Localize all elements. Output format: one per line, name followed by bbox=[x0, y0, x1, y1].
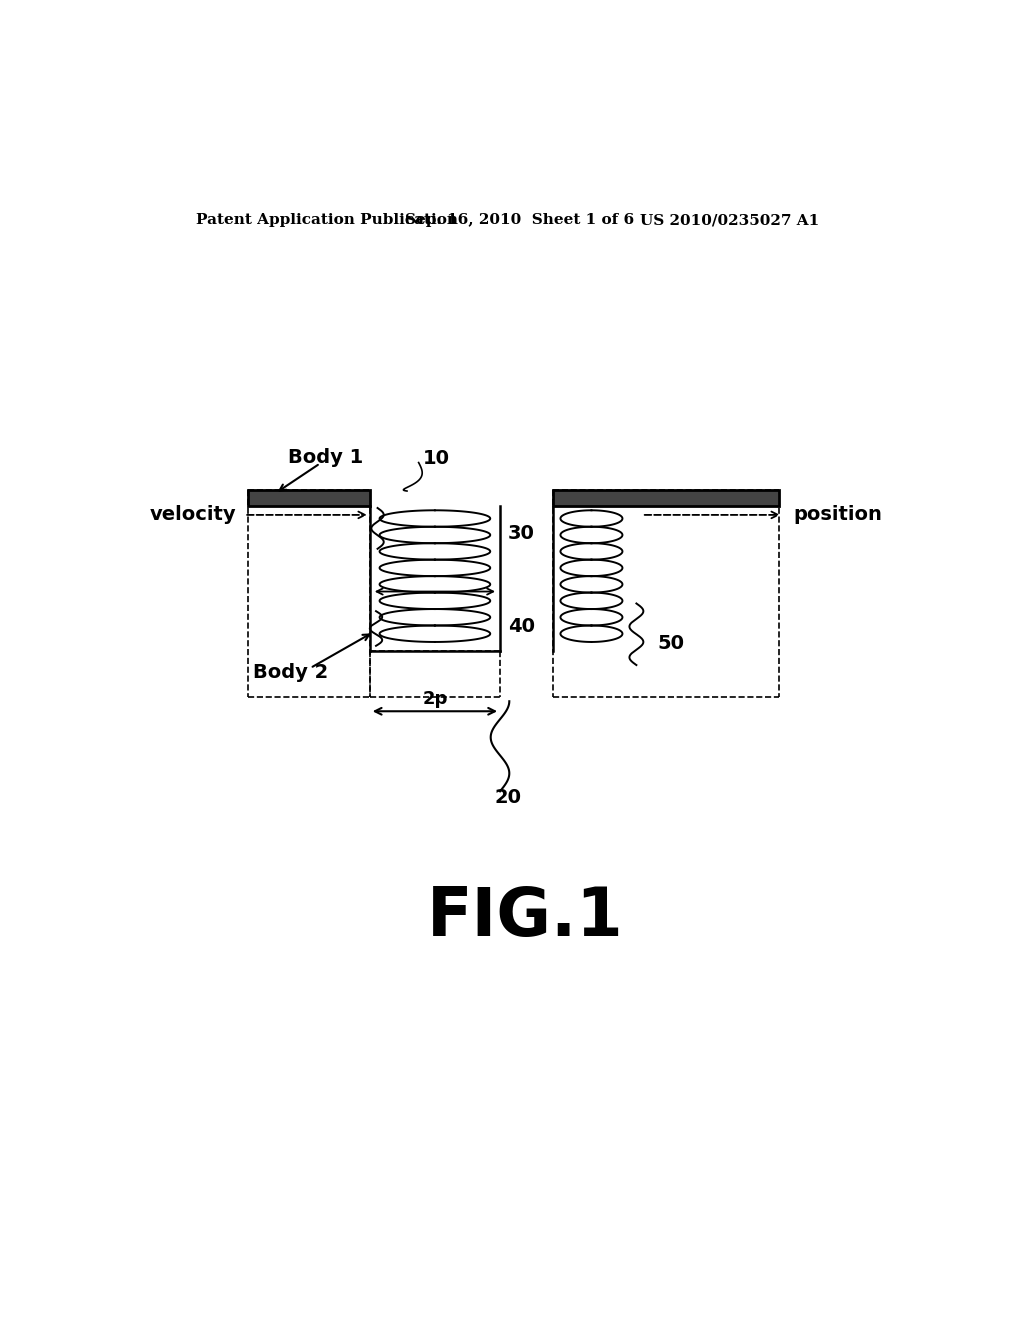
Text: Patent Application Publication: Patent Application Publication bbox=[197, 213, 458, 227]
Text: FIG.1: FIG.1 bbox=[426, 884, 624, 950]
Bar bbox=[248, 490, 370, 507]
Text: velocity: velocity bbox=[150, 506, 237, 524]
Text: 20: 20 bbox=[495, 788, 521, 807]
Text: US 2010/0235027 A1: US 2010/0235027 A1 bbox=[640, 213, 819, 227]
Text: Body 1: Body 1 bbox=[288, 447, 364, 467]
Text: Sep. 16, 2010  Sheet 1 of 6: Sep. 16, 2010 Sheet 1 of 6 bbox=[406, 213, 635, 227]
Text: 2p: 2p bbox=[422, 690, 447, 708]
Text: Body 2: Body 2 bbox=[253, 663, 329, 682]
Bar bbox=[553, 490, 779, 507]
Text: position: position bbox=[793, 506, 882, 524]
Text: 40: 40 bbox=[508, 616, 535, 636]
Text: 30: 30 bbox=[508, 524, 535, 543]
Text: 10: 10 bbox=[423, 449, 450, 469]
Text: 50: 50 bbox=[657, 634, 684, 653]
